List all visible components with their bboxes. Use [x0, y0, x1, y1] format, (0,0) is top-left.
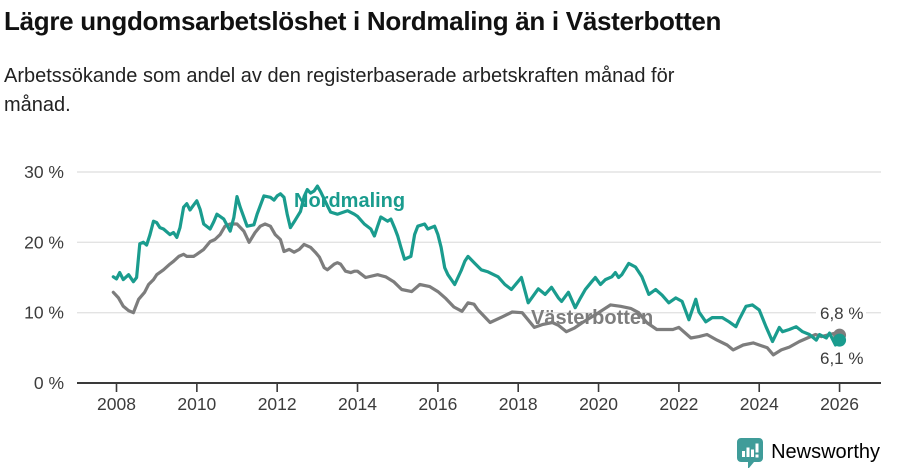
chart-annotations: Nordmaling Västerbotten 6,8 % 6,1 % — [294, 190, 866, 368]
newsworthy-brand: Newsworthy — [736, 436, 880, 468]
series-lines — [111, 184, 847, 357]
y-axis-label: 10 % — [24, 303, 64, 323]
y-axis-label: 30 % — [24, 162, 64, 182]
end-value-label-nordmaling: 6,1 % — [820, 349, 863, 368]
x-tick-label: 2008 — [97, 394, 136, 414]
end-label-halo — [816, 304, 866, 322]
x-tick-label: 2020 — [579, 394, 618, 414]
subtitle-line-2: månad. — [4, 94, 71, 116]
series-line-västerbotten — [111, 222, 842, 357]
x-tick-label: 2016 — [418, 394, 457, 414]
newsworthy-brand-text: Newsworthy — [771, 440, 880, 463]
x-tick-label: 2022 — [659, 394, 698, 414]
y-axis-label: 0 % — [34, 373, 64, 393]
end-value-label-vasterbotten: 6,8 % — [820, 304, 863, 323]
series-label-nordmaling: Nordmaling — [294, 190, 405, 212]
page-title: Lägre ungdomsarbetslöshet i Nordmaling ä… — [4, 6, 722, 36]
series-label-vasterbotten: Västerbotten — [531, 307, 653, 329]
y-axis-label: 20 % — [24, 232, 64, 252]
x-tick-label: 2012 — [258, 394, 297, 414]
x-tick-label: 2026 — [820, 394, 859, 414]
series-line-nordmaling — [111, 184, 842, 347]
end-dot-nordmaling — [833, 333, 847, 347]
x-tick-label: 2010 — [177, 394, 216, 414]
x-axis: 2008 2010 2012 2014 2016 2018 2020 2022 2024 2026 — [77, 382, 881, 414]
gridlines: 0 % 10 % 20 % 30 % — [24, 162, 881, 393]
subtitle-line-1: Arbetssökande som andel av den registerb… — [4, 65, 675, 87]
x-tick-label: 2018 — [499, 394, 538, 414]
chart-subtitle: Arbetssökande som andel av den registerb… — [4, 62, 864, 120]
newsworthy-logo-icon — [737, 437, 764, 468]
x-tick-label: 2014 — [338, 394, 377, 414]
x-tick-label: 2024 — [740, 394, 779, 414]
